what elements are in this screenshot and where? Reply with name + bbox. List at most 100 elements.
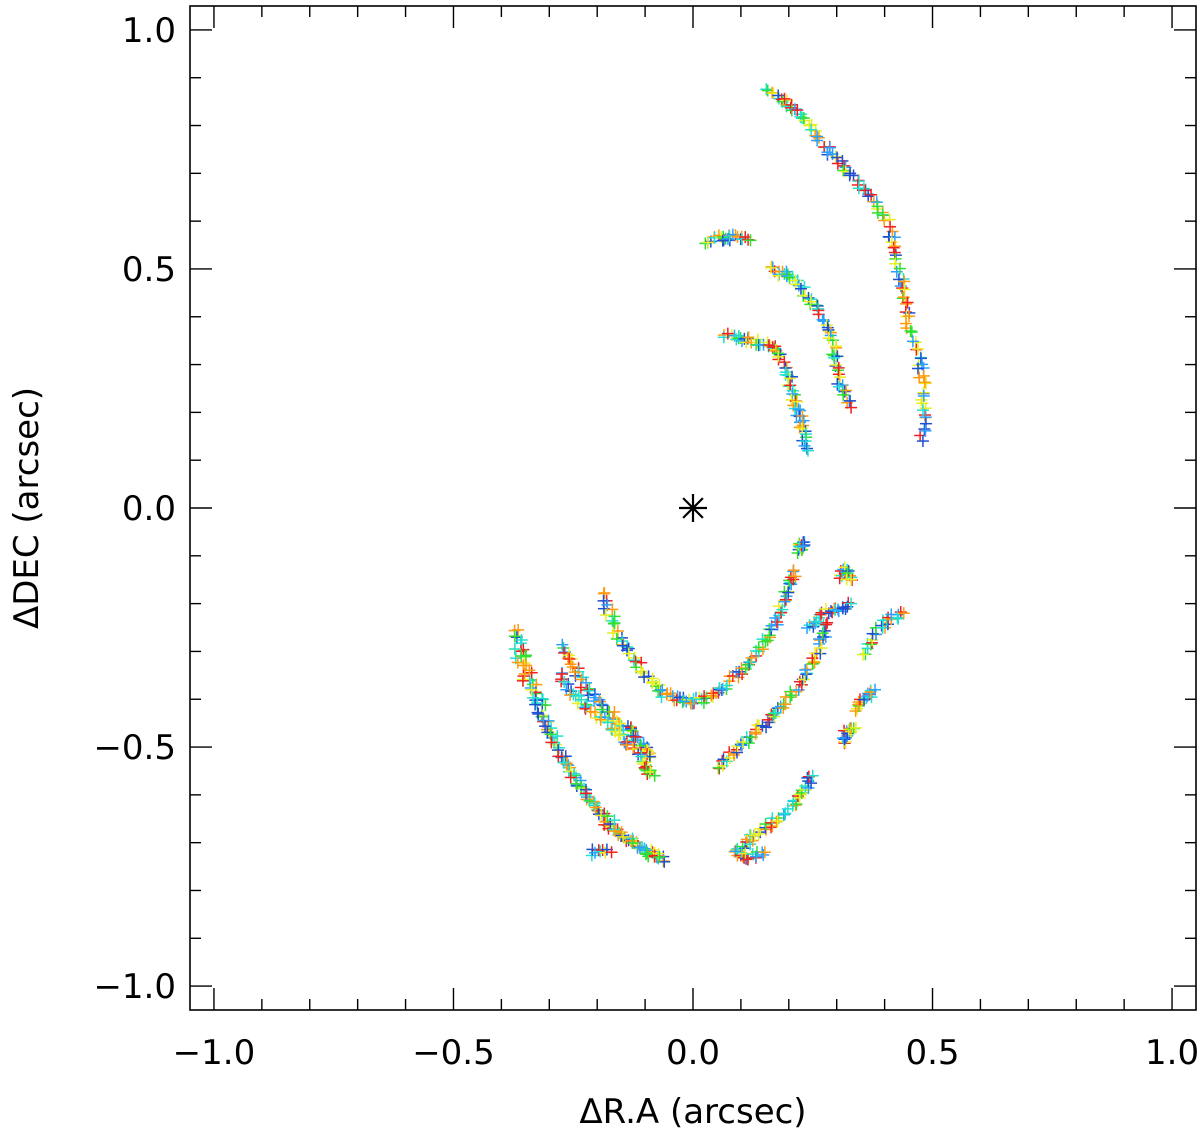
data-point bbox=[761, 634, 774, 647]
data-point bbox=[814, 647, 827, 660]
data-point bbox=[788, 103, 801, 116]
data-point bbox=[741, 853, 754, 866]
data-point bbox=[517, 659, 530, 672]
data-point bbox=[617, 830, 630, 843]
data-point bbox=[568, 666, 581, 679]
data-point bbox=[515, 649, 528, 662]
data-point bbox=[905, 326, 918, 339]
data-point bbox=[605, 846, 618, 859]
data-point bbox=[911, 342, 924, 355]
data-point bbox=[887, 241, 900, 254]
data-point bbox=[552, 750, 565, 763]
data-point bbox=[821, 146, 834, 159]
data-point bbox=[594, 713, 607, 726]
data-point bbox=[629, 730, 642, 743]
data-point bbox=[606, 820, 619, 833]
x-tick-label: 0.5 bbox=[905, 1033, 959, 1073]
data-point bbox=[845, 401, 858, 414]
data-point bbox=[701, 236, 714, 249]
data-point bbox=[774, 348, 787, 361]
data-point bbox=[774, 700, 787, 713]
data-point bbox=[579, 702, 592, 715]
data-point bbox=[627, 654, 640, 667]
data-point bbox=[634, 665, 647, 678]
data-point bbox=[615, 826, 628, 839]
data-point bbox=[511, 656, 524, 669]
data-point bbox=[508, 630, 521, 643]
data-point bbox=[898, 283, 911, 296]
data-point bbox=[914, 352, 927, 365]
data-point bbox=[529, 698, 542, 711]
data-point bbox=[837, 164, 850, 177]
data-point bbox=[778, 92, 791, 105]
data-point bbox=[783, 271, 796, 284]
data-point bbox=[902, 310, 915, 323]
data-point bbox=[869, 683, 882, 696]
data-point bbox=[918, 423, 931, 436]
x-tick-label: −1.0 bbox=[173, 1033, 256, 1073]
data-point bbox=[558, 675, 571, 688]
data-point bbox=[891, 611, 904, 624]
data-point bbox=[746, 834, 759, 847]
data-point bbox=[541, 726, 554, 739]
data-point bbox=[799, 663, 812, 676]
data-point bbox=[792, 403, 805, 416]
data-point bbox=[653, 851, 666, 864]
data-point bbox=[814, 634, 827, 647]
data-point bbox=[626, 837, 639, 850]
data-point bbox=[792, 683, 805, 696]
data-point bbox=[518, 667, 531, 680]
data-point bbox=[769, 706, 782, 719]
data-point bbox=[797, 112, 810, 125]
data-point bbox=[564, 658, 577, 671]
data-point bbox=[820, 319, 833, 332]
data-point bbox=[918, 376, 931, 389]
data-point bbox=[608, 823, 621, 836]
data-point bbox=[624, 834, 637, 847]
data-point bbox=[789, 570, 802, 583]
data-point bbox=[797, 540, 810, 553]
data-point bbox=[917, 389, 930, 402]
data-point bbox=[829, 359, 842, 372]
data-point bbox=[620, 644, 633, 657]
data-point bbox=[516, 674, 529, 687]
data-point bbox=[857, 648, 870, 661]
data-points bbox=[508, 83, 932, 868]
data-point bbox=[606, 603, 619, 616]
data-point bbox=[566, 660, 579, 673]
data-point bbox=[824, 329, 837, 342]
y-axis-label: ΔDEC (arcsec) bbox=[7, 387, 47, 629]
data-point bbox=[801, 771, 814, 784]
data-point bbox=[599, 609, 612, 622]
data-point bbox=[801, 444, 814, 457]
data-point bbox=[610, 632, 623, 645]
data-point bbox=[847, 169, 860, 182]
data-point bbox=[742, 331, 755, 344]
data-point bbox=[640, 847, 653, 860]
data-point bbox=[537, 714, 550, 727]
data-point bbox=[771, 814, 784, 827]
data-point bbox=[758, 846, 771, 859]
data-point bbox=[806, 652, 819, 665]
data-point bbox=[575, 693, 588, 706]
data-point bbox=[756, 643, 769, 656]
data-point bbox=[805, 123, 818, 136]
center-star-marker bbox=[679, 494, 707, 522]
data-point bbox=[564, 689, 577, 702]
data-point bbox=[562, 652, 575, 665]
data-point bbox=[576, 671, 589, 684]
data-point bbox=[884, 220, 897, 233]
data-point bbox=[792, 279, 805, 292]
data-point bbox=[763, 716, 776, 729]
data-point bbox=[842, 565, 855, 578]
data-point bbox=[876, 209, 889, 222]
data-point bbox=[617, 728, 630, 741]
data-point bbox=[795, 678, 808, 691]
y-tick-label: 0.5 bbox=[122, 250, 176, 290]
data-point bbox=[896, 282, 909, 295]
data-point bbox=[752, 827, 765, 840]
data-point bbox=[811, 130, 824, 143]
data-point bbox=[609, 825, 622, 838]
data-point bbox=[772, 350, 785, 363]
